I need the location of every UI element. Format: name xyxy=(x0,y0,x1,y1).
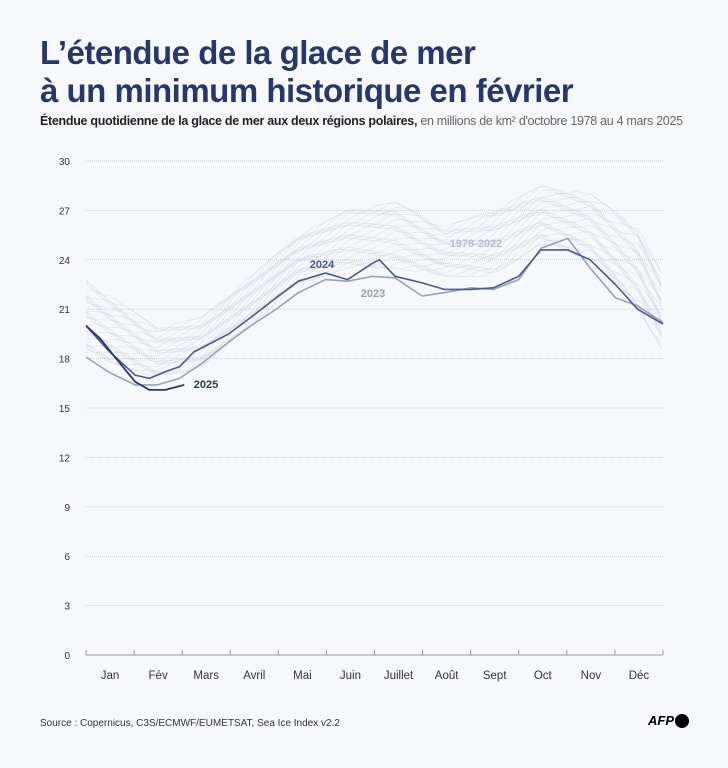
historical-line xyxy=(85,186,662,332)
historical-line xyxy=(85,216,662,353)
series-label-2023: 2023 xyxy=(361,288,385,300)
series-line-2023 xyxy=(85,237,664,386)
y-tick-label: 12 xyxy=(59,453,71,464)
historical-line xyxy=(85,193,662,333)
historical-line xyxy=(85,197,662,339)
x-tick-label: Fév xyxy=(149,670,168,682)
x-tick-label: Jan xyxy=(101,670,120,682)
historical-line xyxy=(85,221,662,365)
historical-line xyxy=(85,196,662,343)
series-label-1978-2022: 1978-2022 xyxy=(450,238,503,250)
historical-line xyxy=(85,189,662,330)
historical-line xyxy=(85,225,662,363)
historical-line xyxy=(85,223,662,364)
x-tick-label: Mai xyxy=(293,670,312,682)
chart-subtitle: Étendue quotidienne de la glace de mer a… xyxy=(40,114,683,128)
historical-line xyxy=(85,221,662,358)
y-tick-label: 9 xyxy=(64,503,70,514)
historical-line xyxy=(85,239,662,374)
x-tick-label: Août xyxy=(435,670,459,682)
x-tick-label: Mars xyxy=(193,670,219,682)
y-tick-label: 24 xyxy=(59,256,71,267)
y-tick-label: 30 xyxy=(59,157,71,168)
historical-line xyxy=(85,236,662,376)
historical-line xyxy=(85,200,662,342)
historical-line xyxy=(85,228,662,363)
historical-line xyxy=(85,243,662,377)
y-tick-label: 6 xyxy=(64,552,70,563)
historical-line xyxy=(85,209,662,353)
subtitle-normal: en millions de km² d'octobre 1978 au 4 m… xyxy=(417,114,683,128)
historical-line xyxy=(85,185,662,331)
historical-line xyxy=(85,234,662,376)
subtitle-bold: Étendue quotidienne de la glace de mer a… xyxy=(40,114,418,128)
title-line-1: L’étendue de la glace de mer xyxy=(40,34,476,71)
source-note: Source : Copernicus, C3S/ECMWF/EUMETSAT,… xyxy=(40,718,340,729)
series-line-2024 xyxy=(85,249,664,380)
series-line-2025 xyxy=(85,325,185,391)
series-label-2024: 2024 xyxy=(310,259,335,271)
historical-line xyxy=(85,212,662,353)
historical-line xyxy=(85,198,662,343)
y-tick-label: 3 xyxy=(64,602,70,613)
historical-line xyxy=(85,209,662,348)
afp-logo: AFP xyxy=(648,713,689,728)
x-tick-label: Juin xyxy=(340,670,361,682)
x-tick-label: Avril xyxy=(243,670,265,682)
y-tick-label: 15 xyxy=(59,404,71,415)
historical-line xyxy=(85,209,662,354)
y-tick-label: 18 xyxy=(59,355,71,366)
historical-line xyxy=(85,233,662,367)
x-tick-label: Nov xyxy=(581,670,602,682)
afp-logo-text: AFP xyxy=(648,713,674,728)
y-tick-label: 27 xyxy=(59,206,71,217)
series-label-2025: 2025 xyxy=(194,379,218,391)
title-line-2: à un minimum historique en février xyxy=(40,72,574,109)
chart-title: L’étendue de la glace de mer à un minimu… xyxy=(40,34,574,110)
x-tick-label: Sept xyxy=(483,670,507,682)
afp-logo-dot xyxy=(675,713,689,728)
historical-line xyxy=(85,185,662,332)
x-tick-label: Oct xyxy=(534,670,553,682)
historical-line xyxy=(85,196,662,342)
y-tick-label: 21 xyxy=(59,305,71,316)
y-tick-label: 0 xyxy=(64,651,70,662)
historical-line xyxy=(85,222,662,365)
x-tick-label: Déc xyxy=(629,670,650,682)
historical-line xyxy=(85,212,662,353)
historical-line xyxy=(85,205,662,343)
x-tick-label: Juillet xyxy=(384,670,414,682)
